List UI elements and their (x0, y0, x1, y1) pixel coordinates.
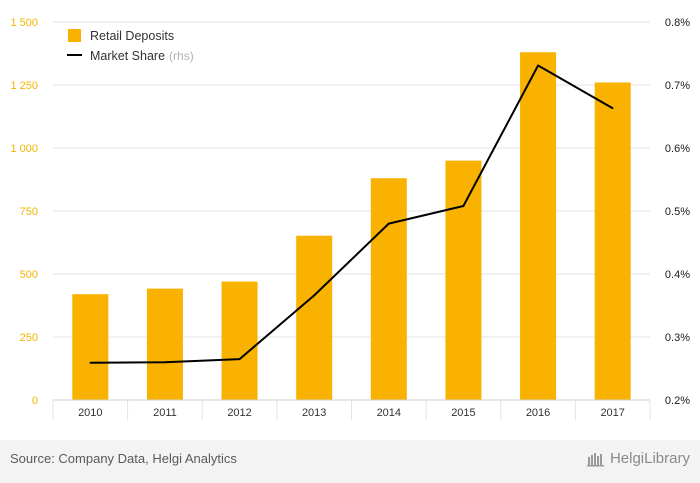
bar-series (72, 52, 631, 401)
x-tick-label: 2014 (377, 407, 401, 419)
y-right-tick-label: 0.7% (665, 80, 690, 92)
brand-logo[interactable]: HelgiLibrary (586, 450, 690, 467)
x-tick-label: 2011 (153, 407, 177, 419)
y-right-tick-label: 0.8% (665, 17, 690, 29)
bar-2014 (370, 178, 407, 400)
y-right-tick-label: 0.4% (665, 269, 690, 281)
line-point-2010 (89, 362, 92, 364)
legend: Retail Deposits Market Share (rhs) (67, 29, 194, 63)
x-tick-label: 2010 (78, 407, 102, 419)
legend-label-market-share-suffix: (rhs) (169, 49, 194, 63)
x-tick-label: 2013 (302, 407, 326, 419)
legend-swatch-retail-deposits (68, 29, 81, 42)
legend-label-retail-deposits: Retail Deposits (90, 29, 174, 43)
y-left-tick-label: 1 000 (10, 143, 38, 155)
bar-2017 (594, 82, 631, 400)
combo-chart: 0 250 500 750 1 000 1 250 1 500 0.2% 0.3% 0.4% 0.5… (10, 17, 690, 420)
y-right-tick-label: 0.5% (665, 206, 690, 218)
bar-2012 (221, 281, 258, 400)
y-right-tick-label: 0.6% (665, 143, 690, 155)
x-tick-label: 2012 (227, 407, 251, 419)
line-point-2012 (238, 358, 241, 360)
brand-name: HelgiLibrary (609, 450, 690, 467)
y-left-tick-label: 0 (32, 395, 38, 407)
bar-2011 (146, 288, 183, 400)
library-icon (586, 452, 604, 466)
y-left-tick-label: 500 (20, 269, 38, 281)
y-left-tick-label: 250 (20, 332, 38, 344)
x-tick-label: 2016 (526, 407, 550, 419)
y-left-tick-label: 1 250 (10, 80, 38, 92)
bar-2010 (72, 294, 109, 400)
x-tick-label: 2017 (600, 407, 624, 419)
y-right-tick-label: 0.2% (665, 395, 690, 407)
footer: Source: Company Data, Helgi Analytics He… (0, 440, 700, 483)
x-tick-label: 2015 (451, 407, 475, 419)
legend-label-market-share: Market Share (rhs) (90, 49, 194, 63)
y-left-tick-label: 1 500 (10, 17, 38, 29)
line-series (89, 64, 614, 364)
line-point-2013 (313, 294, 315, 297)
bar-2013 (296, 235, 333, 400)
line-point-2014 (388, 222, 390, 225)
market-share-line (90, 64, 614, 364)
line-point-2015 (462, 205, 465, 207)
y-right-tick-label: 0.3% (665, 332, 690, 344)
line-point-2011 (164, 361, 166, 364)
bar-2015 (445, 160, 482, 400)
bar-2016 (520, 52, 557, 401)
source-note: Source: Company Data, Helgi Analytics (10, 451, 237, 466)
line-point-2017 (611, 107, 614, 110)
y-left-tick-label: 750 (20, 206, 38, 218)
line-point-2016 (537, 64, 539, 67)
axes: 0 250 500 750 1 000 1 250 1 500 0.2% 0.3% 0.4% 0.5… (10, 17, 690, 420)
legend-label-market-share-name: Market Share (90, 49, 165, 63)
